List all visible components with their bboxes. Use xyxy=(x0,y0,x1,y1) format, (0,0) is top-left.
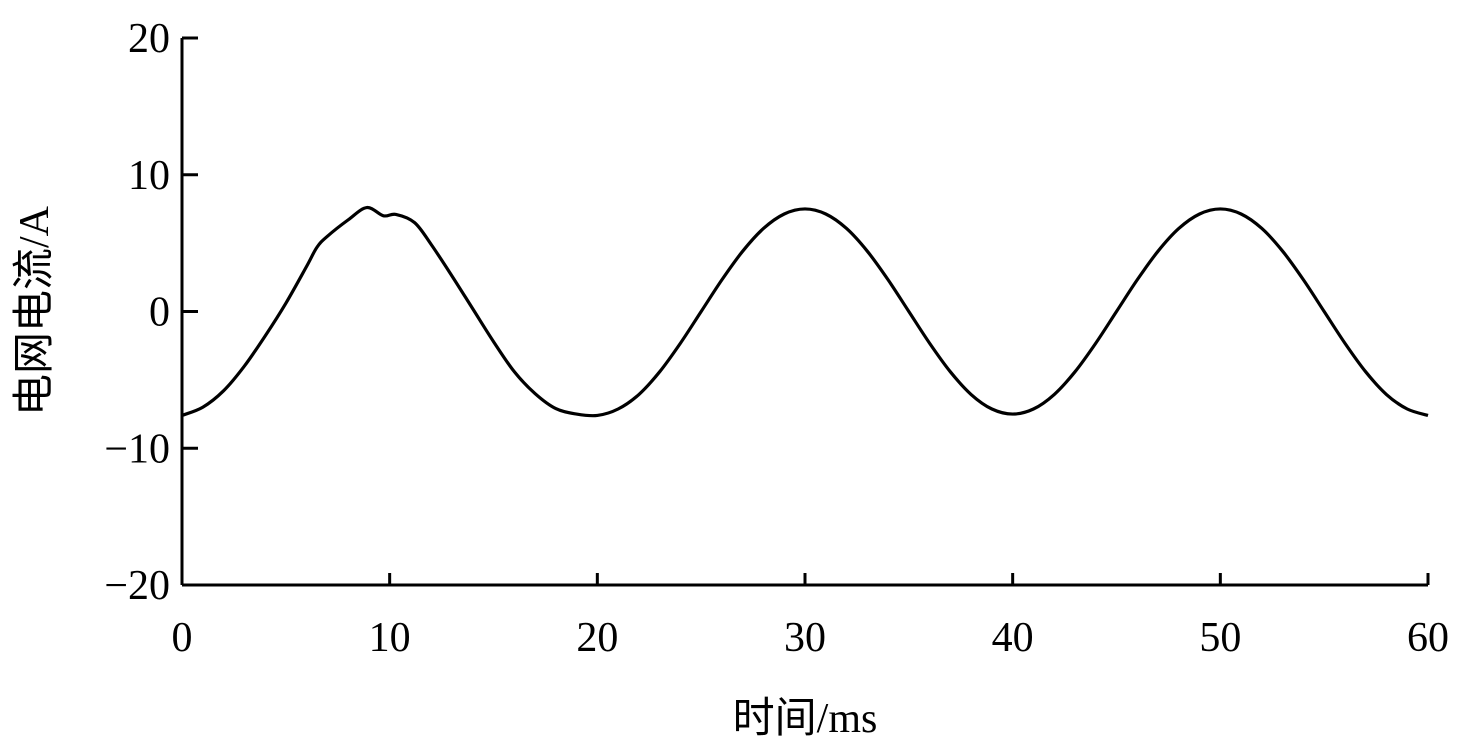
y-tick-label: 10 xyxy=(128,153,170,199)
x-tick-label: 10 xyxy=(369,615,411,661)
ticks: 0 10 20 30 40 50 60 20 10 0 −10 −20 xyxy=(104,16,1449,661)
x-tick-label: 0 xyxy=(172,615,193,661)
x-axis-label: 时间/ms xyxy=(733,696,878,742)
x-tick-label: 40 xyxy=(992,615,1034,661)
x-tick-label: 20 xyxy=(576,615,618,661)
y-tick-label: 0 xyxy=(149,290,170,336)
axes xyxy=(180,38,1428,587)
series-line xyxy=(181,205,1429,418)
y-tick-label: −20 xyxy=(104,563,170,609)
y-tick-label: 20 xyxy=(128,16,170,62)
y-axis-label: 电网电流/A xyxy=(12,205,58,416)
x-tick-label: 60 xyxy=(1407,615,1449,661)
x-tick-label: 50 xyxy=(1199,615,1241,661)
x-tick-label: 30 xyxy=(784,615,826,661)
y-tick-label: −10 xyxy=(104,426,170,472)
